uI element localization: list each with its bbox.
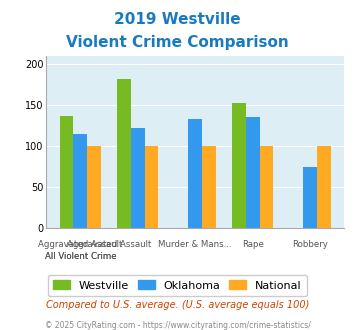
Bar	[189, 119, 202, 228]
Text: All Violent Crime: All Violent Crime	[45, 252, 116, 261]
Bar	[131, 128, 145, 228]
Bar	[87, 146, 101, 228]
Bar	[246, 117, 260, 228]
Text: Compared to U.S. average. (U.S. average equals 100): Compared to U.S. average. (U.S. average …	[46, 300, 309, 310]
Bar	[232, 104, 246, 228]
Bar	[145, 146, 158, 228]
Bar	[73, 134, 87, 228]
Text: 2019 Westville: 2019 Westville	[114, 12, 241, 26]
Bar	[317, 146, 331, 228]
Bar	[202, 146, 216, 228]
Text: Violent Crime Comparison: Violent Crime Comparison	[66, 35, 289, 50]
Text: Aggravated Assault: Aggravated Assault	[38, 240, 122, 249]
Text: © 2025 CityRating.com - https://www.cityrating.com/crime-statistics/: © 2025 CityRating.com - https://www.city…	[45, 321, 310, 330]
Text: Robbery: Robbery	[292, 240, 328, 249]
Bar	[303, 167, 317, 228]
Text: Murder & Mans...: Murder & Mans...	[158, 240, 232, 249]
Text: All Violent Crime: All Violent Crime	[45, 252, 116, 261]
Legend: Westville, Oklahoma, National: Westville, Oklahoma, National	[48, 275, 307, 296]
Bar	[60, 116, 73, 228]
Text: Rape: Rape	[242, 240, 264, 249]
Bar	[117, 79, 131, 228]
Bar	[260, 146, 273, 228]
Text: Aggravated Assault: Aggravated Assault	[67, 240, 151, 249]
